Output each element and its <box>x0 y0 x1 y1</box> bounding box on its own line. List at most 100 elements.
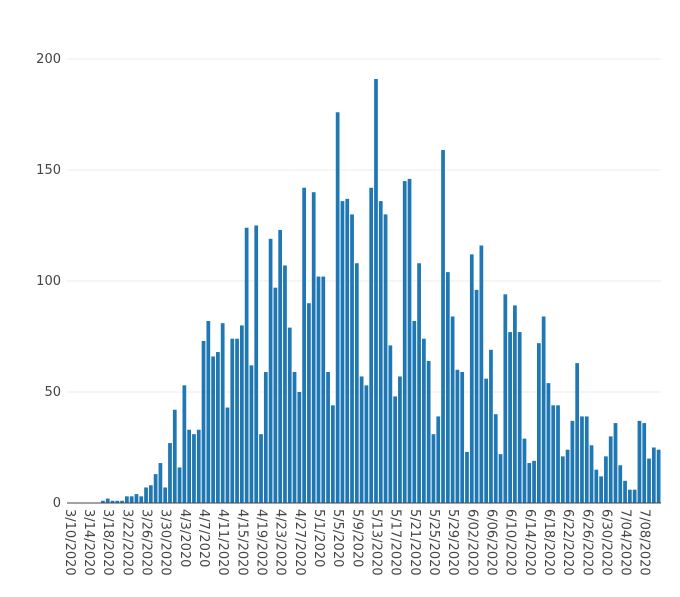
y-tick-label: 100 <box>36 274 61 289</box>
x-tick-label: 6/10/2020 <box>503 509 518 576</box>
bar <box>239 325 244 503</box>
bar <box>417 263 421 503</box>
bar <box>580 416 584 503</box>
bar <box>158 463 163 503</box>
bar <box>287 327 292 503</box>
bar <box>316 276 321 503</box>
bar <box>369 187 374 503</box>
bar <box>115 500 120 503</box>
bar <box>335 112 340 503</box>
bar <box>283 265 287 503</box>
bar <box>651 447 656 503</box>
bar <box>311 192 316 503</box>
bar <box>455 369 460 503</box>
bar <box>359 376 364 503</box>
bar <box>105 498 110 503</box>
x-tick-label: 4/23/2020 <box>273 509 288 576</box>
x-tick-label: 6/26/2020 <box>579 509 594 576</box>
bar <box>412 320 417 503</box>
bar <box>388 345 393 503</box>
bar <box>565 449 570 503</box>
bar <box>536 343 541 503</box>
bar <box>594 469 599 503</box>
bar <box>623 480 627 503</box>
bar <box>206 320 211 503</box>
bar <box>220 323 225 503</box>
bar <box>608 436 613 503</box>
bar <box>249 365 254 503</box>
bar <box>273 287 278 503</box>
bar <box>422 338 426 503</box>
x-tick-label: 3/22/2020 <box>119 509 134 576</box>
bar <box>201 340 206 503</box>
bar <box>163 487 168 503</box>
bar <box>129 496 134 503</box>
bar <box>503 294 508 503</box>
x-tick-label: 5/21/2020 <box>407 509 422 576</box>
bar <box>570 420 575 503</box>
bar <box>632 489 637 503</box>
x-axis-ticks: 3/10/2020 3/14/2020 3/18/2020 3/22/2020 3/26… <box>62 509 652 576</box>
bar <box>599 476 603 503</box>
x-tick-label: 5/29/2020 <box>445 509 460 576</box>
bar <box>656 449 661 503</box>
bar <box>556 405 560 503</box>
bar <box>604 456 608 503</box>
bar <box>402 181 407 503</box>
bar <box>345 198 350 504</box>
bar <box>393 396 398 503</box>
bar <box>551 405 556 503</box>
bar <box>436 416 441 503</box>
bar <box>292 372 297 503</box>
bar <box>139 496 144 503</box>
bar <box>321 276 326 503</box>
bar <box>110 500 115 503</box>
bar <box>134 494 139 503</box>
x-tick-label: 4/19/2020 <box>254 509 269 576</box>
bar <box>259 434 263 503</box>
x-tick-label: 7/08/2020 <box>637 509 652 576</box>
bar <box>263 372 268 503</box>
bar <box>254 225 259 503</box>
bar <box>465 451 469 503</box>
bar <box>647 458 651 503</box>
y-tick-label: 200 <box>36 52 61 67</box>
bar <box>627 489 632 503</box>
bar <box>278 229 283 503</box>
bar <box>445 272 450 503</box>
x-tick-label: 4/11/2020 <box>215 509 230 576</box>
x-tick-label: 6/30/2020 <box>598 509 613 576</box>
bar <box>340 201 345 503</box>
bar <box>101 500 105 503</box>
bar <box>182 385 187 503</box>
bar <box>398 376 402 503</box>
bar <box>383 214 388 503</box>
x-tick-label: 3/30/2020 <box>158 509 173 576</box>
bar <box>307 303 311 503</box>
bar <box>642 423 647 503</box>
x-tick-label: 6/22/2020 <box>560 509 575 576</box>
bar <box>637 420 642 503</box>
bar <box>244 227 249 503</box>
x-tick-label: 5/17/2020 <box>388 509 403 576</box>
gridlines <box>67 58 661 393</box>
bar <box>474 289 479 503</box>
x-tick-label: 6/14/2020 <box>522 509 537 576</box>
bar <box>517 332 522 503</box>
bar <box>498 454 503 503</box>
bar <box>302 187 306 503</box>
bar <box>560 456 565 503</box>
bar <box>225 407 230 503</box>
bar <box>187 429 192 503</box>
bar <box>575 363 580 503</box>
bar <box>120 500 124 503</box>
x-tick-label: 4/27/2020 <box>292 509 307 576</box>
bar <box>522 438 527 503</box>
x-tick-label: 5/5/2020 <box>330 509 345 567</box>
bar <box>235 338 239 503</box>
bar <box>527 463 532 503</box>
bar <box>584 416 589 503</box>
bar <box>479 245 484 504</box>
bar <box>541 316 546 503</box>
x-tick-label: 3/18/2020 <box>100 509 115 576</box>
